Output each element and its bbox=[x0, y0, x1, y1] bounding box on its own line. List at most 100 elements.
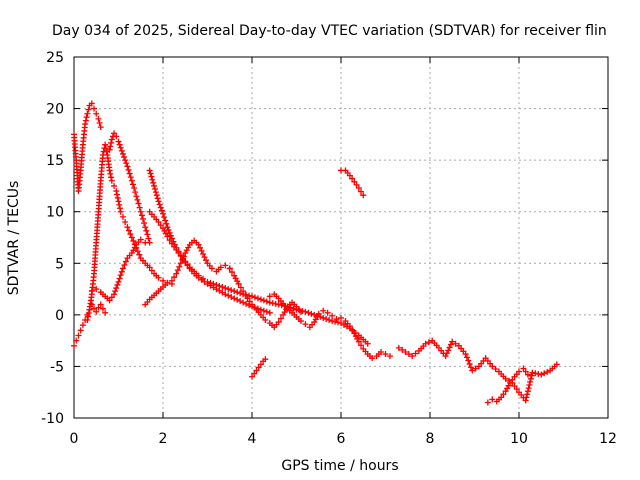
data-point bbox=[180, 256, 187, 263]
data-point bbox=[116, 275, 123, 282]
data-point bbox=[201, 254, 208, 261]
data-point bbox=[422, 340, 429, 347]
data-point bbox=[535, 370, 542, 377]
series-arc-10 bbox=[266, 291, 393, 362]
data-point bbox=[122, 157, 129, 164]
data-point bbox=[462, 351, 469, 358]
data-point bbox=[161, 214, 168, 221]
data-point bbox=[240, 299, 247, 306]
data-point bbox=[160, 277, 166, 284]
data-point bbox=[82, 121, 89, 128]
data-point bbox=[164, 224, 171, 231]
data-point bbox=[167, 232, 174, 239]
data-point bbox=[107, 143, 114, 150]
data-point bbox=[249, 293, 255, 300]
data-point bbox=[136, 251, 143, 258]
series-arc-3 bbox=[84, 141, 175, 324]
data-point bbox=[358, 188, 365, 195]
data-point bbox=[358, 342, 365, 349]
data-point bbox=[113, 133, 120, 140]
data-point bbox=[93, 110, 100, 117]
data-point bbox=[124, 224, 131, 231]
data-point bbox=[225, 292, 232, 299]
data-point bbox=[351, 178, 358, 185]
data-point bbox=[447, 341, 454, 348]
data-point bbox=[465, 357, 472, 364]
data-point bbox=[253, 367, 260, 374]
data-point bbox=[197, 244, 204, 251]
data-point bbox=[156, 201, 163, 208]
data-point bbox=[123, 160, 130, 167]
data-point bbox=[118, 268, 125, 275]
data-point bbox=[297, 318, 304, 325]
data-point bbox=[324, 309, 331, 316]
data-point bbox=[154, 195, 161, 202]
data-point bbox=[75, 332, 82, 339]
data-point bbox=[469, 367, 476, 374]
series-arc-7 bbox=[146, 208, 273, 316]
data-point bbox=[88, 288, 95, 295]
points-layer bbox=[71, 100, 560, 406]
data-point bbox=[115, 198, 122, 205]
data-point bbox=[138, 212, 145, 219]
data-point bbox=[526, 381, 533, 388]
data-point bbox=[244, 295, 251, 302]
data-point bbox=[158, 207, 165, 214]
data-point bbox=[106, 297, 113, 304]
data-point bbox=[127, 174, 134, 181]
data-point bbox=[127, 231, 134, 238]
y-tick-label: 20 bbox=[46, 102, 64, 118]
data-point bbox=[553, 361, 560, 368]
data-point bbox=[263, 298, 270, 305]
data-point bbox=[335, 319, 342, 326]
x-tick-label: 6 bbox=[337, 431, 346, 447]
series-arc-2 bbox=[71, 100, 104, 195]
data-point bbox=[225, 286, 232, 293]
data-point bbox=[492, 366, 499, 373]
data-point bbox=[115, 278, 122, 285]
data-point bbox=[222, 285, 229, 292]
data-point bbox=[137, 208, 144, 215]
data-point bbox=[114, 191, 121, 198]
series-arc-9 bbox=[226, 265, 304, 331]
data-point bbox=[338, 314, 344, 321]
data-point bbox=[91, 105, 98, 112]
data-point bbox=[198, 247, 205, 254]
data-point bbox=[525, 385, 532, 392]
data-point bbox=[405, 351, 412, 358]
data-point bbox=[163, 220, 170, 227]
x-tick-label: 0 bbox=[70, 431, 79, 447]
data-point bbox=[527, 378, 534, 385]
data-point bbox=[522, 397, 529, 404]
data-point bbox=[333, 315, 340, 322]
data-point bbox=[320, 314, 327, 321]
data-point bbox=[150, 179, 157, 186]
data-point bbox=[412, 350, 419, 357]
data-point bbox=[287, 304, 294, 311]
data-point bbox=[251, 294, 258, 301]
x-axis-label: GPS time / hours bbox=[281, 458, 398, 474]
data-point bbox=[472, 365, 479, 372]
data-point bbox=[524, 388, 531, 395]
data-point bbox=[96, 120, 103, 127]
data-point bbox=[173, 270, 180, 277]
series-arc-4 bbox=[106, 130, 153, 246]
data-point bbox=[360, 192, 367, 199]
data-point bbox=[79, 322, 86, 329]
data-point bbox=[538, 371, 545, 378]
data-point bbox=[114, 194, 121, 201]
data-point bbox=[237, 298, 244, 305]
data-point bbox=[108, 139, 115, 146]
data-point bbox=[326, 317, 333, 324]
data-point bbox=[133, 193, 140, 200]
data-point bbox=[323, 315, 330, 322]
data-point bbox=[151, 186, 158, 193]
data-point bbox=[139, 215, 146, 222]
data-point bbox=[102, 141, 109, 148]
data-point bbox=[168, 277, 175, 284]
data-point bbox=[231, 288, 238, 295]
data-point bbox=[346, 172, 353, 179]
data-point bbox=[523, 394, 530, 401]
data-point bbox=[242, 291, 249, 298]
data-point bbox=[179, 256, 186, 263]
